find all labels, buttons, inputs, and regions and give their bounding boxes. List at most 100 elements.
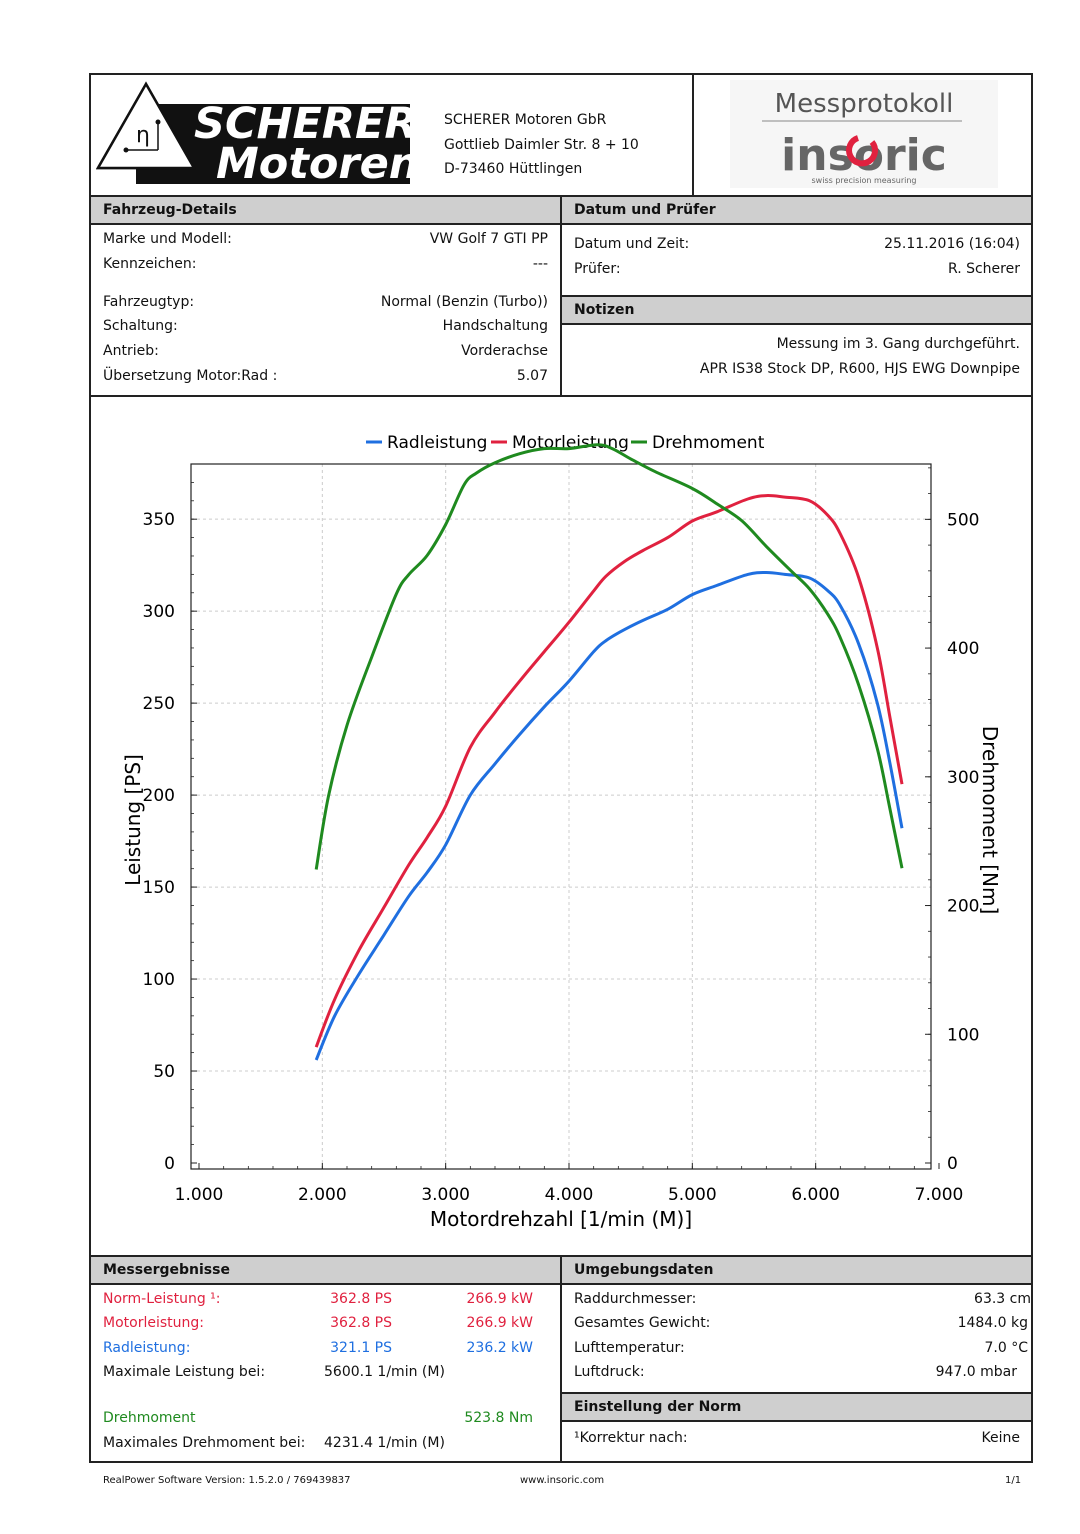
norm-value: Keine bbox=[981, 1430, 1020, 1446]
insoric-tagline: swiss precision measuring bbox=[812, 176, 917, 185]
divider bbox=[560, 1420, 1033, 1422]
notes-section-title: Notizen bbox=[562, 297, 1031, 323]
max-torque-label: Maximales Drehmoment bei: bbox=[103, 1435, 306, 1451]
norm-power-label: Norm-Leistung ¹: bbox=[103, 1291, 221, 1307]
eta-glyph: η bbox=[136, 123, 150, 148]
company-city: D-73460 Hüttlingen bbox=[444, 161, 583, 177]
vehicle-label: Kennzeichen: bbox=[103, 256, 197, 272]
tester-value: R. Scherer bbox=[947, 261, 1020, 277]
norm-power-ps: 362.8 PS bbox=[330, 1291, 392, 1307]
date-value: 25.11.2016 (16:04) bbox=[884, 236, 1020, 252]
env-value: 1484.0 kg bbox=[957, 1315, 1028, 1331]
insoric-wordmark: insoric bbox=[781, 130, 947, 181]
env-value: 947.0 mbar bbox=[935, 1364, 1017, 1380]
norm-section-title: Einstellung der Norm bbox=[562, 1394, 1031, 1420]
x-axis-label: Motordrehzahl [1/min (M)] bbox=[430, 1207, 692, 1231]
tester-label: Prüfer: bbox=[574, 261, 621, 277]
column-divider bbox=[560, 1255, 562, 1463]
env-value: 7.0 °C bbox=[984, 1340, 1029, 1356]
motor-power-ps: 362.8 PS bbox=[330, 1315, 392, 1331]
vehicle-value: Vorderachse bbox=[461, 343, 548, 359]
motor-power-label: Motorleistung: bbox=[103, 1315, 204, 1331]
max-power-rpm: 5600.1 1/min (M) bbox=[324, 1364, 445, 1380]
vehicle-section-title: Fahrzeug-Details bbox=[91, 197, 560, 223]
insoric-logo: Messprotokoll insoric swiss precision me… bbox=[730, 80, 998, 188]
norm-power-kw: 266.9 kW bbox=[466, 1291, 533, 1307]
divider bbox=[89, 395, 1033, 397]
y2-tick-label: 400 bbox=[947, 639, 979, 659]
environment-section-title: Umgebungsdaten bbox=[562, 1257, 1031, 1283]
brand-line1: SCHERER bbox=[194, 99, 417, 149]
page-number: 1/1 bbox=[1005, 1475, 1022, 1486]
protocol-title: Messprotokoll bbox=[775, 89, 954, 119]
norm-label: ¹Korrektur nach: bbox=[574, 1430, 688, 1446]
scherer-logo: η SCHERER Motoren bbox=[95, 80, 426, 189]
vehicle-label: Schaltung: bbox=[103, 318, 178, 334]
plot-area bbox=[190, 463, 932, 1170]
y-tick-label: 350 bbox=[143, 510, 175, 530]
y-tick-label: 300 bbox=[143, 602, 175, 622]
vehicle-label: Fahrzeugtyp: bbox=[103, 294, 195, 310]
brand-line2: Motoren bbox=[216, 139, 419, 186]
divider bbox=[560, 295, 1033, 297]
y-tick-label: 100 bbox=[143, 970, 175, 990]
y-tick-label: 200 bbox=[143, 786, 175, 806]
env-label: Lufttemperatur: bbox=[574, 1340, 685, 1356]
company-street: Gottlieb Daimler Str. 8 + 10 bbox=[444, 137, 639, 153]
series-line-motorleistung bbox=[314, 494, 904, 1048]
website-link[interactable]: www.insoric.com bbox=[520, 1475, 605, 1486]
env-label: Luftdruck: bbox=[574, 1364, 645, 1380]
y2-tick-label: 300 bbox=[947, 768, 979, 788]
y2-tick-label: 500 bbox=[947, 510, 979, 530]
x-tick-label: 3.000 bbox=[421, 1185, 470, 1205]
wheel-power-ps: 321.1 PS bbox=[330, 1340, 392, 1356]
y-tick-label: 150 bbox=[143, 878, 175, 898]
divider bbox=[560, 1392, 1033, 1394]
notes-line: Messung im 3. Gang durchgeführt. bbox=[776, 336, 1020, 352]
date-section-title: Datum und Prüfer bbox=[562, 197, 1031, 223]
y-tick-label: 0 bbox=[164, 1154, 175, 1174]
motor-power-kw: 266.9 kW bbox=[466, 1315, 533, 1331]
max-torque-rpm: 4231.4 1/min (M) bbox=[324, 1435, 445, 1451]
x-tick-label: 4.000 bbox=[545, 1185, 594, 1205]
date-label: Datum und Zeit: bbox=[574, 236, 690, 252]
y2-tick-label: 200 bbox=[947, 897, 979, 917]
series-line-drehmoment bbox=[314, 443, 904, 870]
vehicle-value: Handschaltung bbox=[442, 318, 548, 334]
divider bbox=[560, 323, 1033, 325]
y-tick-label: 250 bbox=[143, 694, 175, 714]
legend-label-radleistung: Radleistung bbox=[387, 433, 487, 453]
vehicle-label: Marke und Modell: bbox=[103, 231, 232, 247]
x-tick-label: 7.000 bbox=[915, 1185, 964, 1205]
vehicle-label: Übersetzung Motor:Rad : bbox=[103, 368, 278, 384]
vehicle-value: 5.07 bbox=[516, 368, 548, 384]
header-divider bbox=[692, 73, 694, 196]
series-line-radleistung bbox=[314, 570, 904, 1061]
torque-value: 523.8 Nm bbox=[464, 1410, 533, 1426]
vehicle-value: VW Golf 7 GTI PP bbox=[429, 231, 548, 247]
env-label: Raddurchmesser: bbox=[574, 1291, 697, 1307]
wheel-power-label: Radleistung: bbox=[103, 1340, 191, 1356]
vehicle-label: Antrieb: bbox=[103, 343, 159, 359]
chart-legend: Radleistung Motorleistung Drehmoment bbox=[366, 433, 765, 453]
max-power-label: Maximale Leistung bei: bbox=[103, 1364, 266, 1380]
results-section-title: Messergebnisse bbox=[91, 1257, 560, 1283]
x-tick-label: 6.000 bbox=[791, 1185, 840, 1205]
notes-line: APR IS38 Stock DP, R600, HJS EWG Downpip… bbox=[699, 361, 1020, 377]
software-version: RealPower Software Version: 1.5.2.0 / 76… bbox=[103, 1475, 351, 1486]
x-tick-label: 5.000 bbox=[668, 1185, 717, 1205]
legend-label-drehmoment: Drehmoment bbox=[652, 433, 765, 453]
y2-axis-label: Drehmoment [Nm] bbox=[978, 726, 1002, 915]
wheel-power-kw: 236.2 kW bbox=[466, 1340, 533, 1356]
y2-tick-label: 100 bbox=[947, 1025, 979, 1045]
x-tick-label: 1.000 bbox=[175, 1185, 224, 1205]
y2-tick-label: 0 bbox=[947, 1154, 958, 1174]
vehicle-value: Normal (Benzin (Turbo)) bbox=[380, 294, 548, 310]
env-label: Gesamtes Gewicht: bbox=[574, 1315, 711, 1331]
x-tick-label: 2.000 bbox=[298, 1185, 347, 1205]
company-name: SCHERER Motoren GbR bbox=[444, 112, 607, 128]
y-tick-label: 50 bbox=[153, 1062, 175, 1082]
vehicle-value: --- bbox=[532, 256, 548, 272]
env-value: 63.3 cm bbox=[974, 1291, 1031, 1307]
